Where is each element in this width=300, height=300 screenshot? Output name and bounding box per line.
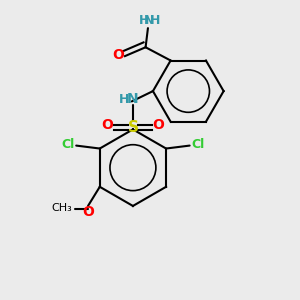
Text: H: H (119, 93, 129, 106)
Text: N: N (144, 14, 154, 27)
Text: Cl: Cl (191, 138, 204, 151)
Text: S: S (128, 120, 138, 135)
Text: N: N (127, 92, 139, 106)
Text: O: O (153, 118, 164, 132)
Text: CH₃: CH₃ (52, 203, 72, 213)
Text: Cl: Cl (61, 138, 75, 151)
Text: H: H (150, 14, 160, 27)
Text: O: O (101, 118, 113, 132)
Text: H: H (139, 14, 150, 27)
Text: O: O (112, 48, 124, 62)
Text: O: O (82, 206, 94, 219)
